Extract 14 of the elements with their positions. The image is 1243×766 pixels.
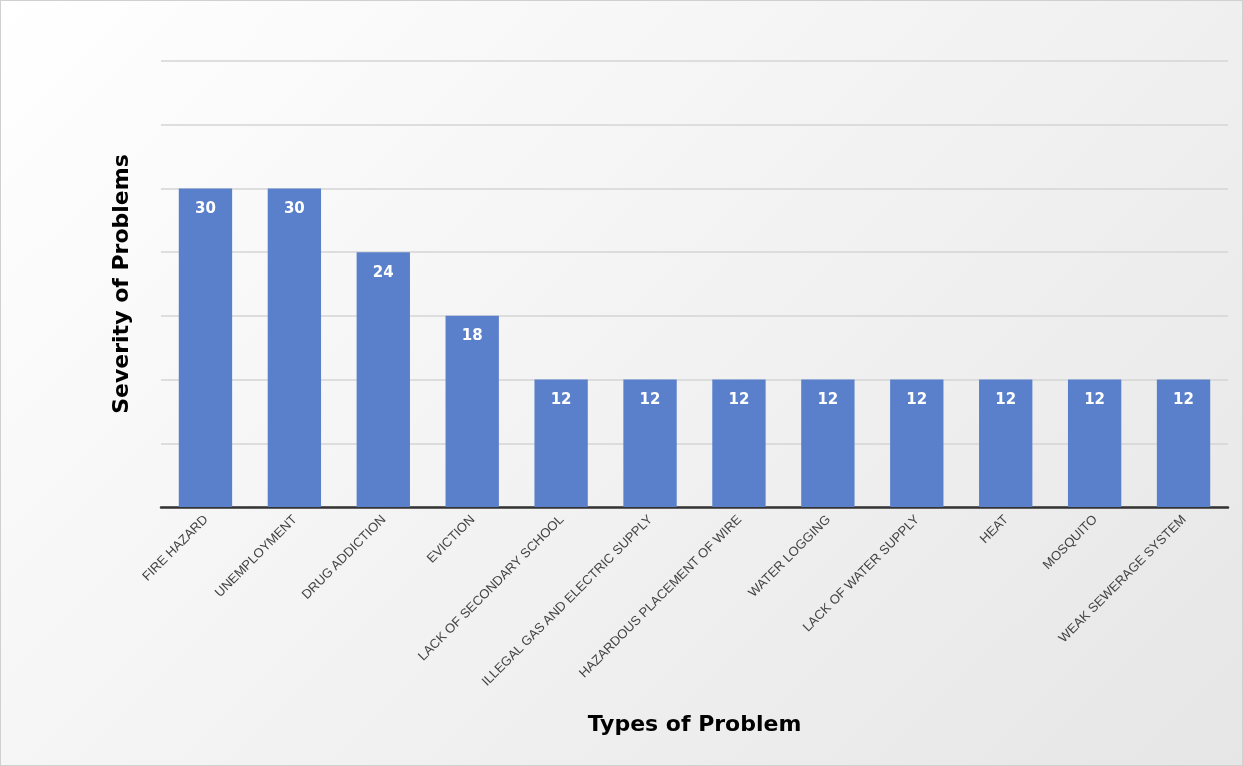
- data-label: 30: [195, 198, 216, 217]
- data-label: 30: [283, 198, 305, 217]
- data-label: 18: [461, 326, 483, 345]
- data-label: 12: [1084, 390, 1106, 409]
- data-label: 12: [728, 390, 750, 409]
- y-axis-title: Severity of Problems: [107, 154, 133, 414]
- data-label: 12: [639, 390, 661, 409]
- data-label: 12: [906, 390, 928, 409]
- data-label: 24: [372, 262, 394, 281]
- x-axis-title: Types of Problem: [587, 710, 802, 736]
- data-label: 12: [1173, 390, 1194, 409]
- data-label: 12: [995, 390, 1017, 409]
- data-label: 12: [550, 390, 572, 409]
- data-label: 12: [817, 390, 839, 409]
